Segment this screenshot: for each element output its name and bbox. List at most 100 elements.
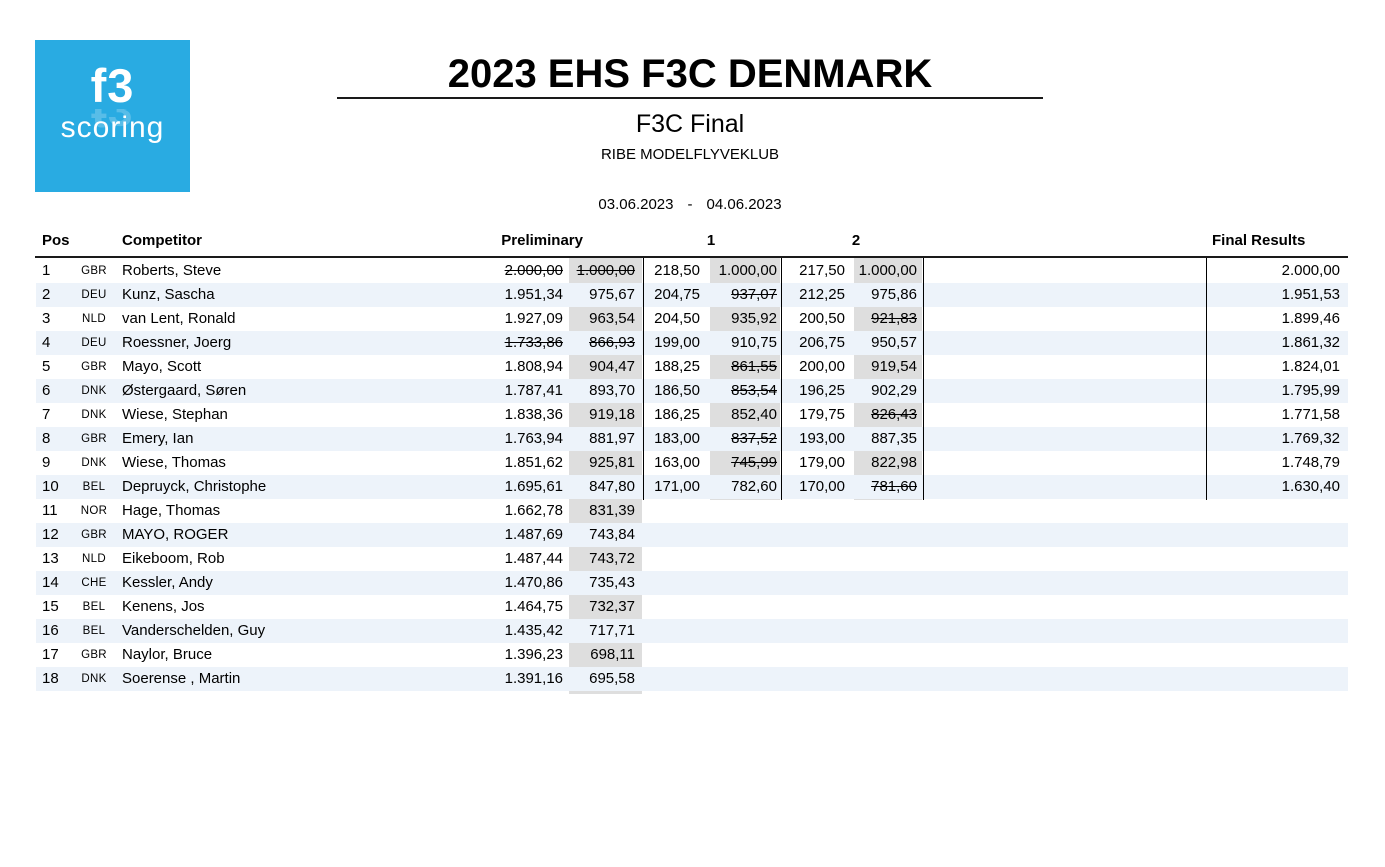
logo-scoring-text: scoring [60,111,165,144]
table-row: 17 GBR Naylor, Bruce 1.396,23 698,11 [36,643,1348,667]
country-code: DNK [81,457,107,469]
preliminary-score: 1.391,16 [504,670,563,687]
preliminary-score: 1.733,86 [504,334,563,351]
round2-score: 200,50 [799,310,845,327]
round1-normalized-score [712,571,777,595]
competitor-name: Eikeboom, Rob [122,550,225,567]
round1-score: 204,50 [654,310,700,327]
final-result: 1.899,46 [1281,310,1340,327]
round2-normalized-score [856,571,917,595]
country-code: GBR [81,433,107,445]
preliminary-score: 1.487,69 [504,526,563,543]
round1-score [648,571,700,595]
competitor-name: Østergaard, Søren [122,382,247,399]
table-row: 18 DNK Soerense , Martin 1.391,16 695,58 [36,667,1348,691]
round1-score [648,595,700,619]
position: 1 [42,262,51,279]
round2-score: 193,00 [799,430,845,447]
round2-score [793,571,845,595]
country-code: CHE [81,577,107,589]
round1-score: 163,00 [654,454,700,471]
position: 8 [42,430,51,447]
table-row: 8 GBR Emery, Ian 1.763,94 881,97 183,00 837,52… [36,427,1348,451]
preliminary-score: 1.487,44 [504,550,563,567]
position: 17 [42,646,59,663]
final-result [1220,523,1340,547]
table-row: 10 BEL Depruyck, Christophe 1.695,61 847,80 1… [36,475,1348,499]
position: 5 [42,358,51,375]
table-row: 13 NLD Eikeboom, Rob 1.487,44 743,72 [36,547,1348,571]
competitor-name: Kessler, Andy [122,574,213,591]
country-code: BEL [82,601,106,613]
table-row: 12 GBR MAYO, ROGER 1.487,69 743,84 [36,523,1348,547]
round2-score [793,499,845,523]
final-result: 1.951,53 [1281,286,1340,303]
final-result: 1.795,99 [1281,382,1340,399]
position: 15 [42,598,59,615]
round1-score [648,547,700,571]
table-row: 6 DNK Østergaard, Søren 1.787,41 893,70 186,5… [36,379,1348,403]
round1-normalized-score [712,499,777,523]
round1-score [648,619,700,643]
competitor-name: Depruyck, Christophe [122,478,267,495]
competitor-name: Soerense , Martin [122,670,241,687]
round2-score: 196,25 [799,382,845,399]
round2-score: 206,75 [799,334,845,351]
round2-score [793,643,845,667]
table-row: 14 CHE Kessler, Andy 1.470,86 735,43 [36,571,1348,595]
final-result [1220,619,1340,643]
table-row: 16 BEL Vanderschelden, Guy 1.435,42 717,71 [36,619,1348,643]
position: 12 [42,526,59,543]
table-row: 4 DEU Roessner, Joerg 1.733,86 866,93 199,00 9… [36,331,1348,355]
competitor-name: Wiese, Thomas [122,454,226,471]
column-header-round1: 1 [706,232,716,249]
final-result: 1.630,40 [1281,478,1340,495]
country-code: BEL [82,481,106,493]
column-header-competitor: Competitor [122,232,202,249]
final-result: 1.824,01 [1281,358,1340,375]
round1-separator-line [781,258,782,500]
round2-separator-line [923,258,924,500]
competitor-name: van Lent, Ronald [122,310,236,327]
country-code: GBR [81,265,107,277]
preliminary-score: 1.464,75 [504,598,563,615]
round2-score: 212,25 [799,286,845,303]
round2-score: 170,00 [799,478,845,495]
preliminary-score: 1.927,09 [504,310,563,327]
round2-score [793,619,845,643]
round2-score [793,595,845,619]
round1-score: 183,00 [654,430,700,447]
preliminary-score: 1.470,86 [504,574,563,591]
round2-normalized-score [856,667,917,691]
competitor-name: MAYO, ROGER [122,526,229,543]
preliminary-score: 1.695,61 [504,478,563,495]
round2-normalized-score [856,523,917,547]
final-result: 1.748,79 [1281,454,1340,471]
column-header-final-results: Final Results [1212,232,1306,249]
final-result [1220,595,1340,619]
final-result: 1.771,58 [1281,406,1340,423]
round1-normalized-score [712,547,777,571]
date-to: 04.06.2023 [706,196,782,213]
table-row: 11 NOR Hage, Thomas 1.662,78 831,39 [36,499,1348,523]
competitor-name: Naylor, Bruce [122,646,213,663]
preliminary-score: 1.787,41 [504,382,563,399]
table-row: 2 DEU Kunz, Sascha 1.951,34 975,67 204,75 937,… [36,283,1348,307]
final-result: 2.000,00 [1281,262,1340,279]
final-result [1220,667,1340,691]
column-header-preliminary: Preliminary [501,232,583,249]
column-header-pos: Pos [42,232,70,249]
table-header-divider [35,256,1348,258]
round2-normalized-score [856,499,917,523]
logo-f3-text: f3 [90,59,135,112]
country-code: NOR [80,505,108,517]
preliminary-score: 1.396,23 [504,646,563,663]
preliminary-score: 1.662,78 [504,502,563,519]
round1-score [648,667,700,691]
position: 3 [42,310,51,327]
preliminary-score: 2.000,00 [504,262,563,279]
round2-score [793,667,845,691]
position: 11 [42,502,58,519]
competitor-name: Kunz, Sascha [122,286,215,303]
preliminary-score: 1.808,94 [504,358,563,375]
